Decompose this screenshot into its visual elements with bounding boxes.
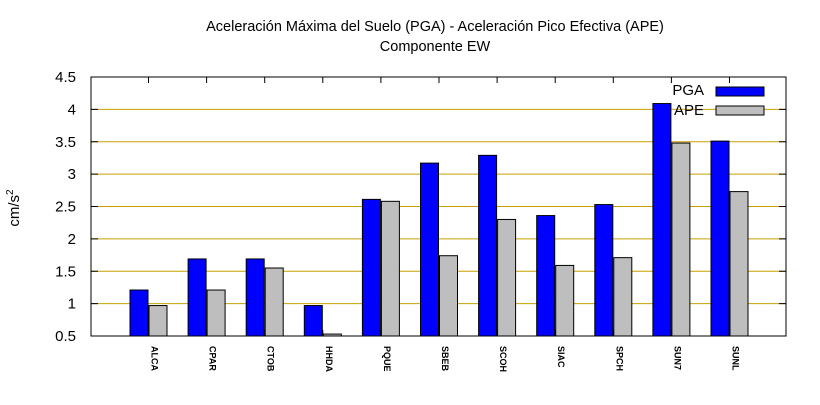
y-tick-label: 0.5 <box>55 328 76 345</box>
x-tick-label: SPCH <box>614 346 624 371</box>
x-tick-label: SCOH <box>498 346 508 372</box>
y-tick-label: 3.5 <box>55 134 76 151</box>
bar-pga-sunl <box>710 140 730 337</box>
y-axis-label-superscript: 2 <box>5 189 16 195</box>
bar-ape-spch <box>613 257 633 337</box>
bar-ape-sbeb <box>439 255 458 337</box>
y-tick-label: 2 <box>68 231 76 248</box>
chart-subtitle: Componente EW <box>380 39 491 55</box>
bar-ape-scoh <box>497 218 517 337</box>
y-tick-label: 1.5 <box>55 263 76 280</box>
bar-ape-alca <box>148 305 168 337</box>
bar-ape-pque <box>380 200 400 337</box>
x-tick-label: CTOB <box>266 346 276 372</box>
y-tick-label: 2.5 <box>55 199 76 216</box>
bar-ape-siac <box>555 264 575 337</box>
y-axis-ticks: 0.5 1 1.5 2 2.5 3 3.5 4 4.5 <box>55 69 786 345</box>
x-tick-label: SBEB <box>440 346 450 372</box>
x-tick-label: PQUE <box>382 346 392 372</box>
x-tick-label: SUNL <box>731 346 741 371</box>
bar-pga-hhda <box>303 305 323 337</box>
x-tick-label: HHDA <box>324 346 334 372</box>
bar-pga-cpar <box>187 258 207 337</box>
legend: PGA APE <box>672 82 765 119</box>
bar-pga-alca <box>129 289 149 337</box>
bar-ape-cpar <box>206 289 226 337</box>
bar-pga-scoh <box>478 154 498 337</box>
y-tick-label: 4.5 <box>55 69 76 86</box>
bar-ape-ctob <box>264 267 284 337</box>
x-tick-label: SUN7 <box>672 346 682 370</box>
bar-pga-pque <box>361 198 381 337</box>
y-tick-label: 4 <box>68 101 76 118</box>
bar-pga-siac <box>536 215 556 337</box>
x-tick-label: SIAC <box>556 346 566 368</box>
x-tick-label: CPAR <box>208 346 218 371</box>
bar-pga-sun7 <box>652 103 672 337</box>
bars <box>129 103 749 337</box>
bar-pga-sbeb <box>420 162 439 337</box>
legend-swatch-pga <box>715 86 765 97</box>
bar-pga-ctob <box>245 258 265 337</box>
legend-label-pga: PGA <box>672 82 704 99</box>
x-axis-ticks: ALCA CPAR CTOB HHDA PQUE SBEB SCOH SIAC SPCH SUN7… <box>148 77 741 372</box>
chart-title: Aceleración Máxima del Suelo (PGA) - Ace… <box>206 19 664 35</box>
legend-label-ape: APE <box>674 102 704 119</box>
y-tick-label: 1 <box>68 296 76 313</box>
svg-text:cm/s2: cm/s2 <box>5 189 23 227</box>
y-axis-label: cm/s2 <box>5 189 23 227</box>
x-tick-label: ALCA <box>150 346 160 371</box>
legend-swatch-ape <box>715 105 765 116</box>
y-tick-label: 3 <box>68 166 76 183</box>
bar-pga-spch <box>594 204 614 337</box>
bar-ape-sun7 <box>671 142 691 337</box>
y-axis-label-text: cm/s <box>6 195 23 227</box>
bar-ape-sunl <box>729 191 749 337</box>
